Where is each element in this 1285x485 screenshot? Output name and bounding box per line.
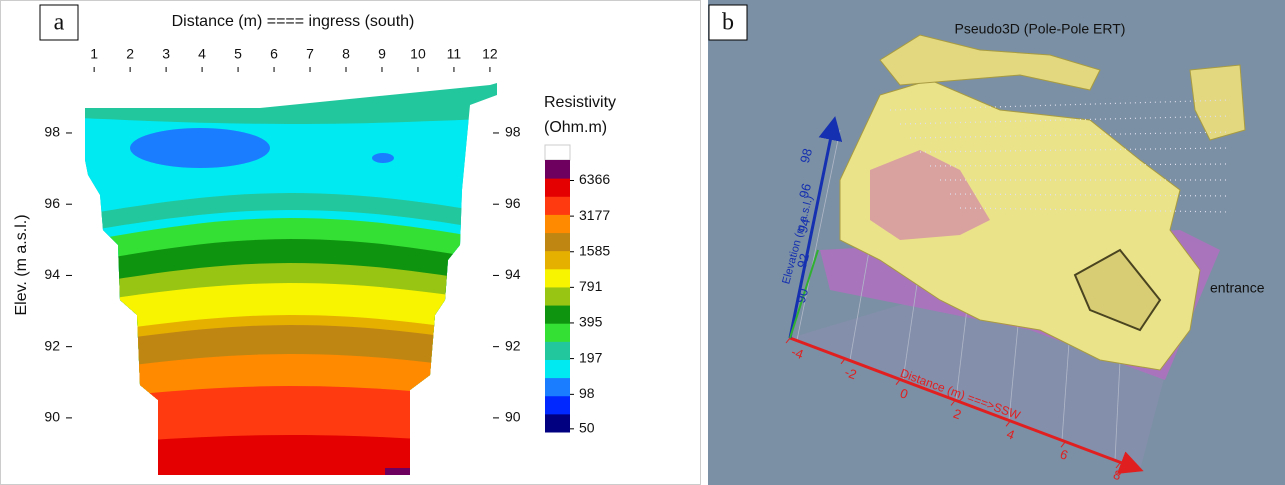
x-tick	[895, 379, 901, 385]
colorbar-tick-label: 6366	[579, 171, 610, 187]
colorbar-swatch	[545, 214, 570, 234]
x-tick-label: 8	[1111, 467, 1123, 484]
y-tick-label: 92	[44, 337, 60, 353]
x-tick-label: -2	[843, 364, 859, 382]
point-row	[919, 147, 1231, 153]
x-axis	[789, 336, 1144, 474]
point-row	[959, 207, 1231, 213]
y-tick-label: 90	[505, 409, 521, 425]
label-box	[708, 4, 748, 41]
panel-a-plot: Distance (m) ==== ingress (south) Elev. (…	[13, 13, 616, 475]
colorbar-swatch	[545, 359, 570, 379]
x-tick	[950, 400, 956, 406]
y-tick-label: 96	[44, 195, 60, 211]
point-row	[889, 99, 1231, 111]
x-tick-label: 7	[306, 46, 314, 62]
chart-title: Distance (m) ==== ingress (south)	[172, 13, 415, 30]
colorbar-tick-label: 98	[579, 385, 595, 401]
colorbar-top	[544, 144, 571, 161]
contour-blob	[372, 153, 394, 163]
colorbar-swatch	[545, 160, 570, 179]
x-tick-label: 6	[270, 46, 278, 62]
x-tick-label: 9	[378, 46, 386, 62]
y-tick-label: 94	[795, 217, 813, 235]
contour-blob	[130, 128, 270, 168]
x-tick-label: 6	[1058, 446, 1070, 463]
point-row	[909, 131, 1231, 139]
colorbar-title: (Ohm.m)	[544, 119, 607, 136]
y-tick-label: 94	[505, 266, 521, 282]
x-tick-label: 2	[126, 46, 134, 62]
x-tick	[840, 358, 846, 365]
colorbar-swatch	[545, 286, 570, 306]
colorbar-swatch	[545, 395, 570, 415]
point-row	[899, 115, 1231, 125]
x-tick-label: 0	[898, 385, 910, 402]
x-tick-label: 10	[410, 46, 426, 62]
colorbar-tick-label: 197	[579, 349, 603, 365]
panel-b-plot: Pseudo3D (Pole-Pole ERT)entranceDistance…	[780, 21, 1264, 484]
y-tick-label: 90	[793, 287, 811, 305]
x-tick-label: 1	[90, 46, 98, 62]
x-tick-label: 8	[342, 46, 350, 62]
contour-blob	[385, 468, 410, 475]
x-tick-label: 12	[482, 46, 498, 62]
resistivity-surface	[1073, 248, 1162, 332]
colorbar-tick-label: 1585	[579, 242, 610, 258]
point-row	[949, 193, 1231, 197]
colorbar-tick-label: 50	[579, 420, 595, 436]
pink-body	[870, 150, 990, 240]
x-tick	[1060, 441, 1066, 448]
colorbar-swatch	[545, 178, 570, 197]
y-axis	[788, 116, 843, 339]
y-tick-label: 98	[44, 124, 60, 140]
x-tick-label: 4	[198, 46, 206, 62]
point-row	[929, 163, 1231, 167]
colorbar-swatch	[545, 268, 570, 288]
colorbar-swatch	[545, 232, 570, 252]
colorbar-swatch	[545, 305, 570, 324]
annotation: entrance	[1210, 280, 1265, 296]
colorbar-swatch	[545, 377, 570, 397]
x-tick-label: 2	[951, 406, 963, 423]
x-tick-label: 4	[1005, 426, 1017, 443]
colorbar-tick-label: 395	[579, 314, 603, 330]
colorbar-swatch	[545, 413, 570, 433]
y-axis-label: Elev. (m a.s.l.)	[13, 214, 30, 315]
y-tick-label: 96	[505, 195, 521, 211]
y-tick-label: 96	[796, 182, 814, 200]
x-tick	[1005, 421, 1011, 427]
panel-label: b	[722, 10, 734, 36]
label-box	[39, 4, 79, 41]
colorbar-title: Resistivity	[544, 94, 616, 111]
y-tick-label: 90	[44, 409, 60, 425]
resistivity-surface	[1189, 64, 1246, 141]
contour-field	[85, 83, 497, 475]
colorbar-tick-label: 3177	[579, 207, 610, 223]
x-tick-label: 5	[234, 46, 242, 62]
panel-label: a	[54, 10, 65, 36]
y-tick-label: 92	[505, 337, 521, 353]
z-axis	[789, 249, 819, 339]
resistivity-surface	[879, 34, 1101, 91]
grid-line	[796, 129, 841, 341]
chart-title: Pseudo3D (Pole-Pole ERT)	[955, 21, 1126, 37]
x-tick-label: 3	[162, 46, 170, 62]
colorbar-tick-label: 791	[579, 278, 603, 294]
y-tick-label: 98	[505, 124, 521, 140]
colorbar-swatch	[545, 196, 570, 215]
colorbar-swatch	[545, 341, 570, 360]
colorbar-swatch	[545, 323, 570, 342]
y-tick-label: 92	[794, 252, 812, 270]
x-tick-label: -4	[789, 344, 805, 362]
colorbar-swatch	[545, 250, 570, 270]
x-tick	[785, 337, 791, 344]
y-tick-label: 98	[797, 147, 815, 165]
y-tick-label: 94	[44, 266, 60, 282]
x-tick	[1115, 462, 1121, 469]
x-tick-label: 11	[447, 46, 462, 62]
